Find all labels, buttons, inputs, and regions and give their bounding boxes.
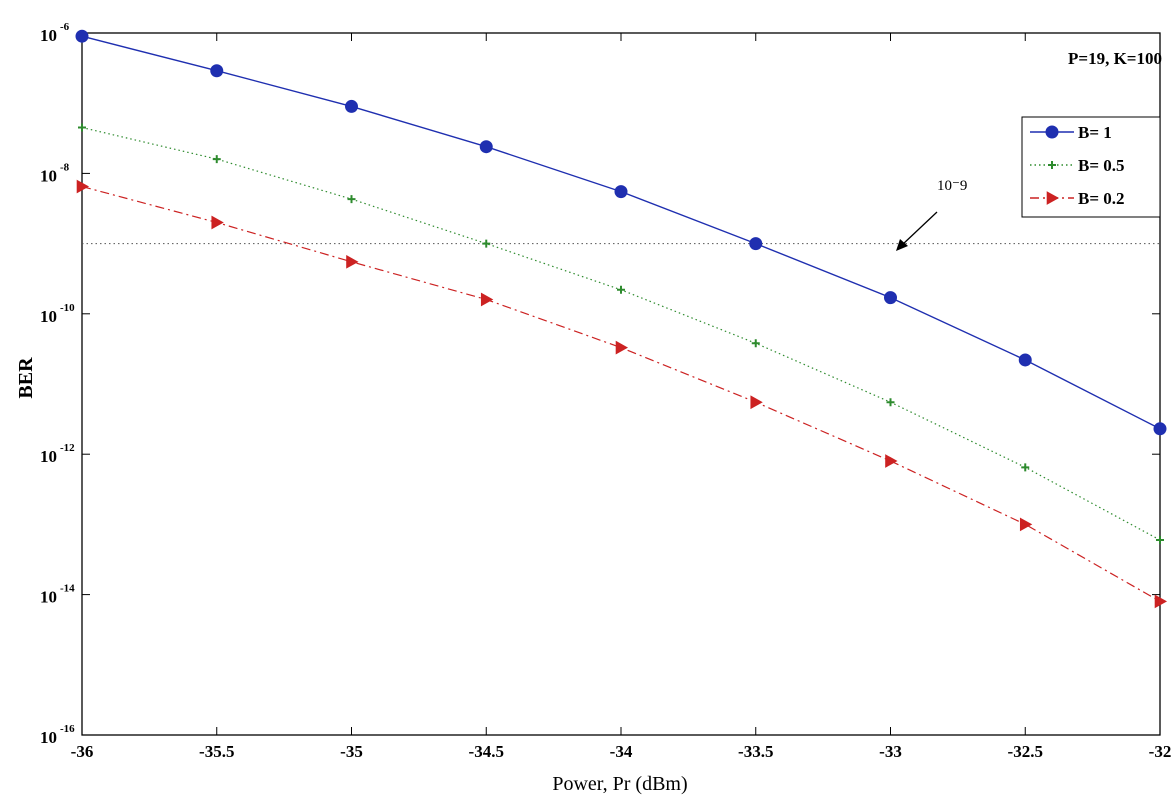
- reference-line-label: 10⁻9: [937, 178, 967, 194]
- y-tick-label: 10 -14: [40, 583, 75, 607]
- y-tick-exponent: -6: [60, 21, 70, 33]
- data-point-circle: [1045, 125, 1059, 139]
- legend-entry: B= 1: [1030, 123, 1112, 142]
- y-tick-label: 10 -6: [40, 21, 70, 45]
- x-tick-label: -35: [340, 742, 363, 761]
- parameter-annotation: P=19, K=100: [1068, 49, 1162, 68]
- x-tick-label: -34.5: [469, 742, 504, 761]
- plot-area-frame: [81, 32, 1161, 736]
- x-tick-label: -36: [71, 742, 94, 761]
- x-tick-label: -34: [610, 742, 633, 761]
- data-point-triangle: [885, 454, 898, 468]
- data-point-circle: [1153, 422, 1167, 436]
- data-point-triangle: [1046, 191, 1060, 205]
- reference-annotation: 10⁻9: [896, 178, 967, 251]
- legend-box: [1021, 116, 1161, 218]
- series-line: [81, 35, 1161, 430]
- y-tick-exponent: -16: [60, 723, 75, 735]
- data-point-circle: [479, 140, 493, 154]
- data-point-triangle: [1154, 594, 1168, 609]
- y-tick-base: 10: [40, 26, 57, 45]
- y-tick-base: 10: [40, 588, 57, 607]
- series-line: [81, 185, 1161, 602]
- y-tick-label: 10 -12: [40, 442, 75, 466]
- data-point-triangle: [76, 179, 90, 194]
- data-point-circle: [749, 237, 763, 251]
- y-tick-exponent: -8: [60, 161, 70, 173]
- y-tick-label: 10 -8: [40, 161, 70, 185]
- data-point-triangle: [346, 254, 359, 269]
- x-tick-label: -33.5: [738, 742, 773, 761]
- data-point-triangle: [480, 292, 494, 307]
- y-tick-base: 10: [40, 166, 57, 185]
- legend-entry: B= 0.5: [1030, 156, 1125, 175]
- data-point-plus: [1021, 463, 1030, 472]
- series-3: [76, 179, 1168, 609]
- x-tick-label: -33: [879, 742, 902, 761]
- data-point-plus: [1156, 535, 1164, 544]
- x-tick-label: -32: [1149, 742, 1172, 761]
- series-1: [75, 29, 1167, 436]
- data-point-triangle: [211, 215, 224, 230]
- legend-label: B= 0.2: [1078, 189, 1125, 208]
- data-point-plus: [1048, 161, 1056, 169]
- x-tick-label: -32.5: [1008, 742, 1043, 761]
- data-point-circle: [614, 185, 628, 199]
- y-tick-exponent: -14: [60, 583, 75, 595]
- data-point-triangle: [615, 340, 629, 355]
- data-point-plus: [886, 398, 895, 407]
- reference-arrow-shaft: [901, 211, 938, 246]
- legend-label: B= 0.5: [1078, 156, 1125, 175]
- y-tick-base: 10: [40, 307, 57, 326]
- x-tick-label: -35.5: [199, 742, 234, 761]
- data-point-plus: [617, 285, 625, 294]
- y-tick-exponent: -12: [60, 442, 75, 454]
- y-tick-base: 10: [40, 728, 57, 747]
- data-point-circle: [1018, 353, 1032, 367]
- data-point-circle: [75, 29, 89, 43]
- data-point-plus: [212, 155, 221, 164]
- y-axis-label: BER: [15, 357, 37, 399]
- y-tick-base: 10: [40, 447, 57, 466]
- data-point-circle: [210, 64, 224, 78]
- series-2: [78, 123, 1164, 544]
- data-point-triangle: [750, 395, 763, 410]
- reference-arrow-head: [896, 239, 908, 251]
- legend-entry: B= 0.2: [1030, 189, 1125, 208]
- y-tick-exponent: -10: [60, 302, 75, 314]
- data-point-plus: [482, 239, 491, 248]
- data-point-circle: [884, 291, 897, 305]
- legend-label: B= 1: [1078, 123, 1112, 142]
- y-tick-label: 10 -10: [40, 302, 75, 326]
- x-axis-label: Power, Pr (dBm): [552, 773, 687, 795]
- legend: B= 1 B= 0.5 B= 0.2: [1021, 116, 1161, 218]
- data-point-triangle: [1019, 517, 1033, 532]
- data-point-plus: [78, 123, 86, 132]
- data-point-plus: [347, 195, 356, 204]
- data-point-plus: [751, 339, 760, 348]
- data-point-circle: [345, 99, 358, 113]
- y-tick-label: 10 -16: [40, 723, 75, 747]
